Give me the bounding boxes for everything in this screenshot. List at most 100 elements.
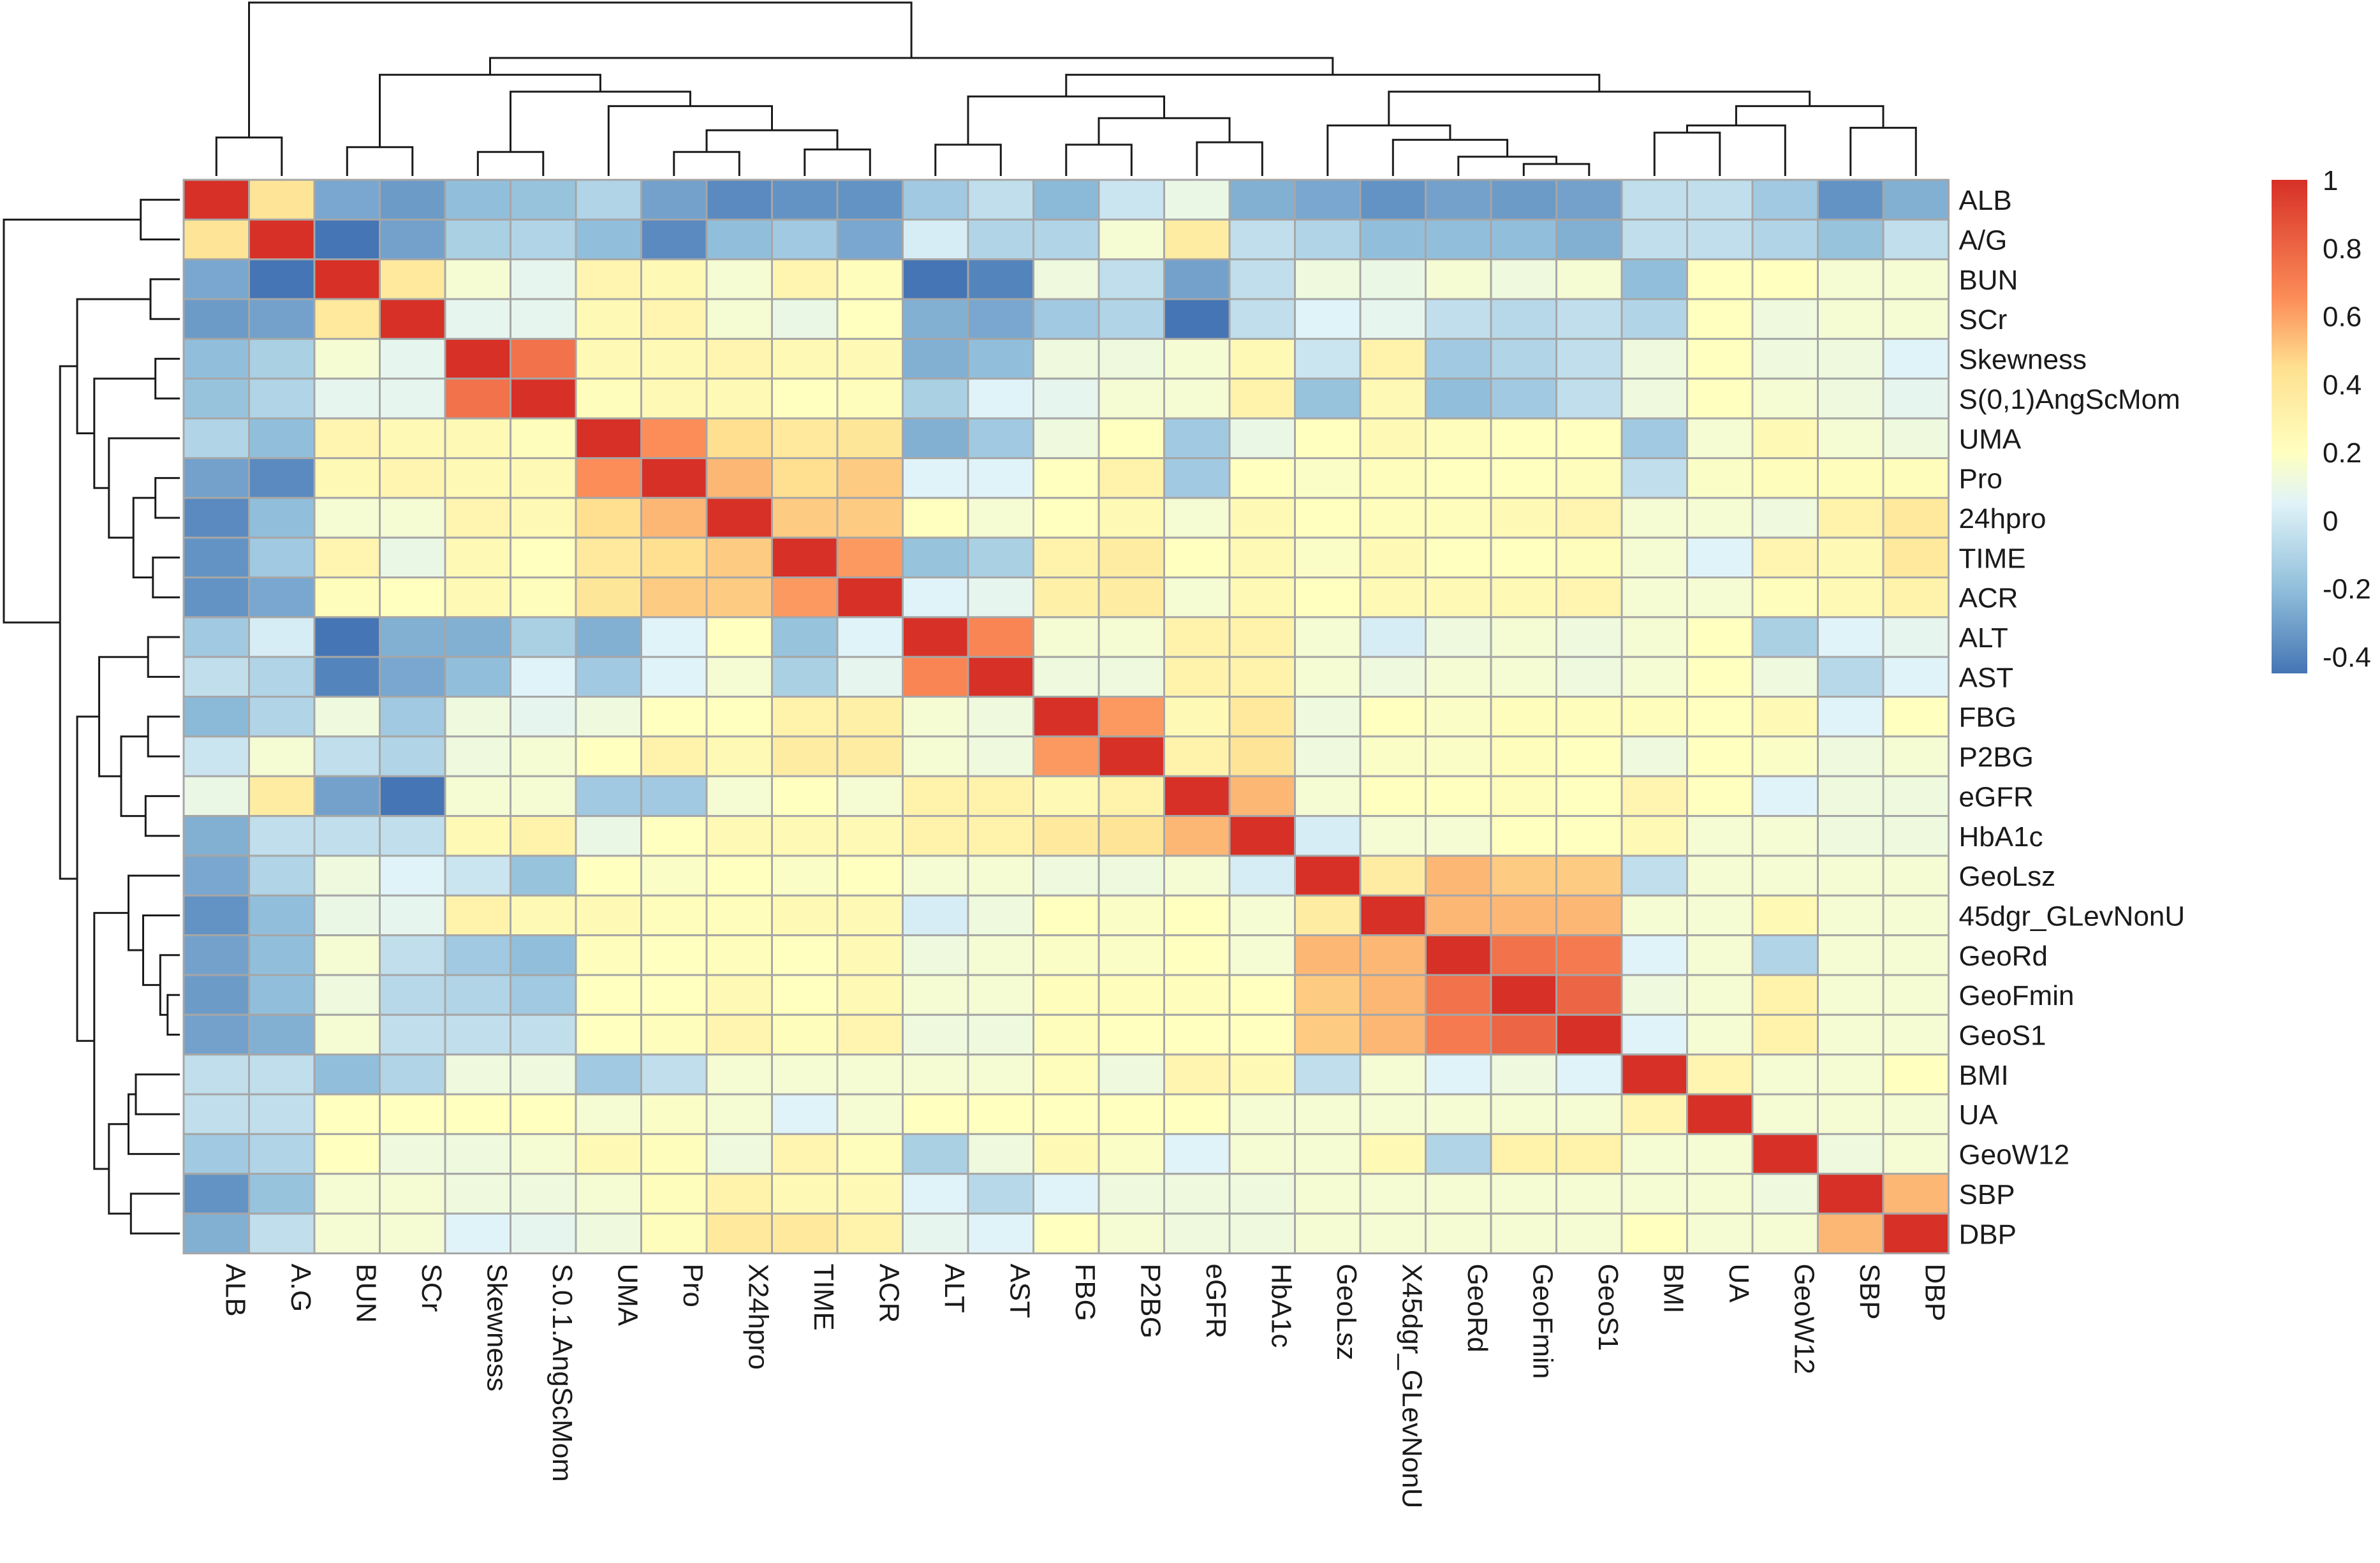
heatmap-cell <box>248 337 316 380</box>
heatmap-cell <box>771 497 839 539</box>
heatmap-cell <box>705 894 773 937</box>
row-dendrogram-branch <box>152 556 180 599</box>
heatmap-cell <box>1555 815 1623 857</box>
heatmap-cell <box>640 1133 708 1175</box>
heatmap-cell <box>640 815 708 857</box>
heatmap-cell <box>1032 1093 1100 1135</box>
heatmap-cell <box>1294 656 1362 698</box>
heatmap-cell <box>575 934 642 976</box>
heatmap-cell <box>1163 656 1231 698</box>
heatmap-cell <box>444 179 511 221</box>
heatmap-cell <box>1228 378 1296 420</box>
heatmap-cell <box>771 855 839 897</box>
row-dendrogram-branch <box>135 1073 180 1115</box>
heatmap-cell <box>771 1173 839 1215</box>
heatmap-cell <box>771 616 839 658</box>
row-dendrogram-branch <box>147 715 180 758</box>
heatmap-cell <box>1686 1133 1754 1175</box>
heatmap-cell <box>705 298 773 340</box>
heatmap-cell <box>902 497 969 539</box>
heatmap-cell <box>1425 179 1492 221</box>
heatmap-cell <box>379 1212 446 1254</box>
column-label: X45dgr_GLevNonU <box>1396 1263 1427 1508</box>
heatmap-cell <box>705 337 773 380</box>
heatmap-cell <box>1817 656 1884 698</box>
heatmap-cell <box>1098 934 1165 976</box>
heatmap-cell <box>1228 536 1296 579</box>
heatmap-cell <box>640 417 708 459</box>
heatmap-cell <box>902 179 969 221</box>
column-dendrogram-branch <box>1392 138 1509 176</box>
column-dendrogram-branch <box>489 57 1334 75</box>
heatmap-cell <box>510 815 577 857</box>
row-label: BUN <box>1959 265 2018 296</box>
heatmap-cell <box>836 417 904 459</box>
heatmap-cell <box>1555 855 1623 897</box>
heatmap-cell <box>510 298 577 340</box>
heatmap-cell <box>1620 656 1688 698</box>
heatmap-cell <box>1882 497 1950 539</box>
heatmap-cell <box>705 536 773 579</box>
heatmap-cell <box>1686 894 1754 937</box>
heatmap-cell <box>705 1173 773 1215</box>
heatmap-cell <box>1882 815 1950 857</box>
heatmap-cell <box>705 1212 773 1254</box>
heatmap-cell <box>1490 179 1557 221</box>
column-dendrogram-branch <box>934 143 1002 176</box>
heatmap-cell <box>1163 258 1231 300</box>
heatmap-cell <box>1751 656 1819 698</box>
heatmap-cell <box>640 934 708 976</box>
heatmap-cell <box>379 218 446 261</box>
heatmap-cell <box>313 775 381 818</box>
heatmap-cell <box>1163 696 1231 738</box>
heatmap-cell <box>575 576 642 619</box>
column-dendrogram-branch <box>1326 124 1451 176</box>
heatmap-cell <box>1817 1212 1884 1254</box>
heatmap-cell <box>313 1133 381 1175</box>
heatmap-cell <box>1228 815 1296 857</box>
legend-tick-label: 0.6 <box>2323 302 2362 333</box>
heatmap-cell <box>1620 258 1688 300</box>
heatmap-cell <box>1490 1133 1557 1175</box>
heatmap-cell <box>1294 1013 1362 1056</box>
heatmap-cell <box>967 536 1034 579</box>
heatmap-cell <box>1163 337 1231 380</box>
heatmap-cell <box>1359 536 1427 579</box>
row-label: S(0,1)AngScMom <box>1959 384 2180 415</box>
heatmap-cell <box>1490 1212 1557 1254</box>
heatmap-cell <box>1032 258 1100 300</box>
heatmap-cell <box>640 298 708 340</box>
heatmap-cell <box>1686 457 1754 499</box>
heatmap-cell <box>444 894 511 937</box>
heatmap-cell <box>1620 696 1688 738</box>
heatmap-cell <box>1555 497 1623 539</box>
heatmap-cell <box>575 815 642 857</box>
row-labels: ALB A/G BUN SCr Skewness S(0,1)AngScMom UMA Pro… <box>1959 185 2185 1250</box>
heatmap-cell <box>1098 616 1165 658</box>
heatmap-cell <box>1751 894 1819 937</box>
heatmap-cell <box>640 1013 708 1056</box>
heatmap-cell <box>836 934 904 976</box>
row-dendrogram-branch <box>140 198 180 240</box>
heatmap-cell <box>836 974 904 1016</box>
heatmap-cell <box>1228 775 1296 818</box>
heatmap-cell <box>1228 457 1296 499</box>
heatmap-cell <box>836 536 904 579</box>
column-label: HbA1c <box>1265 1263 1297 1347</box>
heatmap-cell <box>1228 1212 1296 1254</box>
heatmap-cell <box>1163 1053 1231 1096</box>
heatmap-cell <box>1555 536 1623 579</box>
column-label: X24hpro <box>742 1263 774 1369</box>
column-label: GeoRd <box>1462 1263 1493 1352</box>
heatmap-cell <box>1425 298 1492 340</box>
heatmap-cell <box>1490 457 1557 499</box>
heatmap-cell <box>1555 696 1623 738</box>
heatmap-cell <box>1228 218 1296 261</box>
row-dendrogram-branch <box>120 735 149 818</box>
column-label: AST <box>1004 1263 1035 1318</box>
heatmap-cell <box>1294 894 1362 937</box>
column-label: Pro <box>677 1263 709 1307</box>
heatmap-cell <box>1032 457 1100 499</box>
row-label: BMI <box>1959 1060 2009 1091</box>
heatmap-cell <box>248 974 316 1016</box>
